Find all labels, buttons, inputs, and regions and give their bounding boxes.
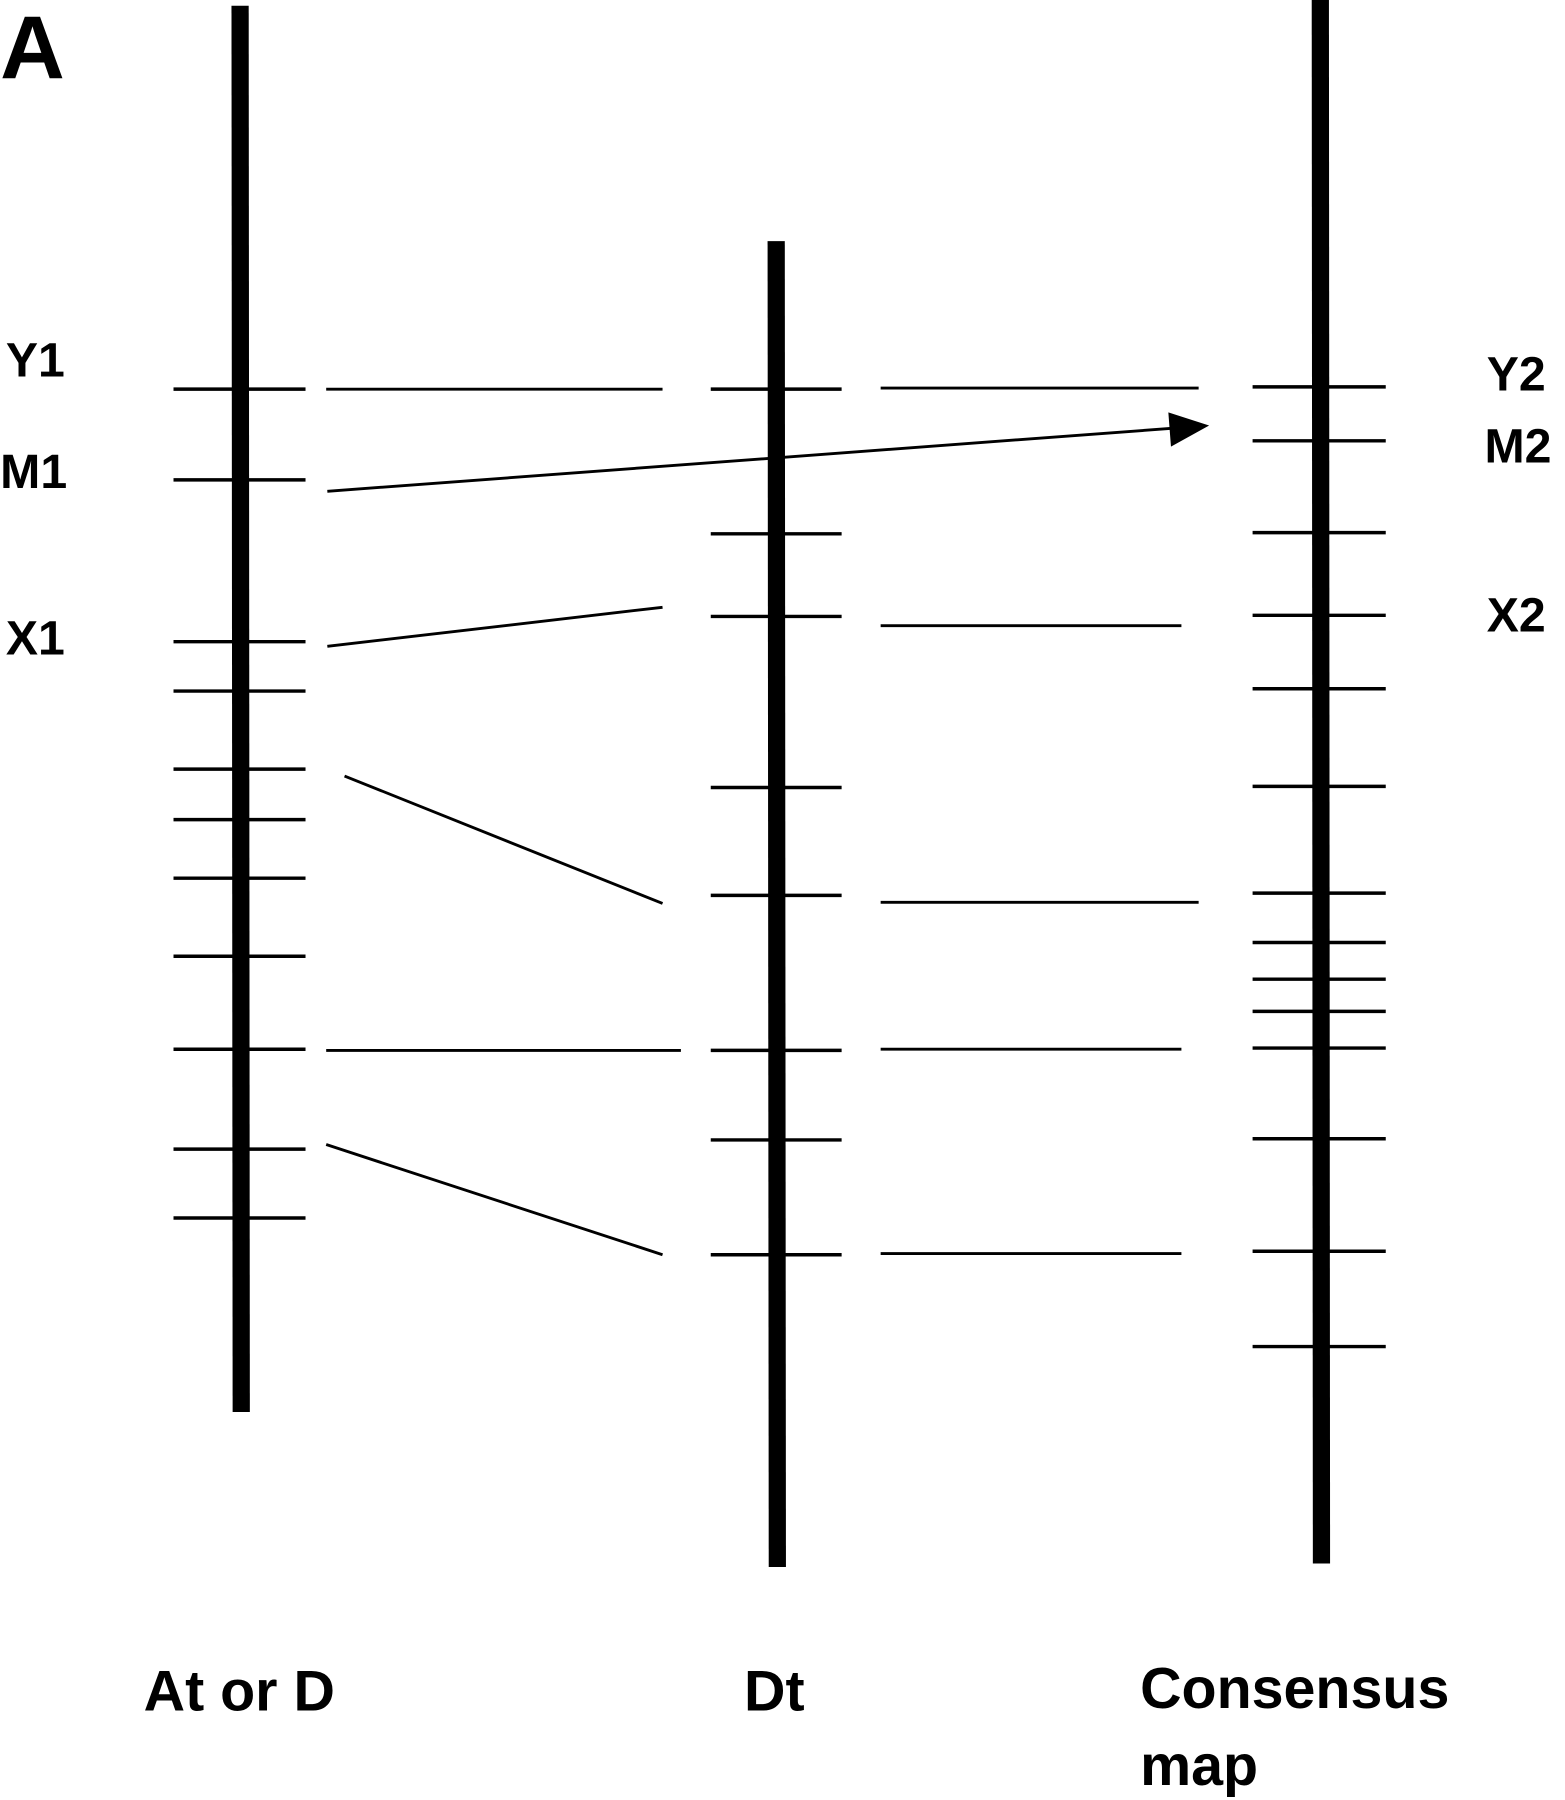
map-label-at-or-d: At or D [144,1659,335,1723]
chromosome-at-or-d [231,5,250,1412]
marker-label-m2: M2 [1484,420,1551,474]
marker-label-y1: Y1 [6,334,65,388]
connector-line [344,774,664,905]
panel-label: A [0,0,65,97]
arrow-line [327,426,1174,493]
map-label-consensus-line2: map [1140,1734,1258,1798]
map-label-consensus: Consensus [1140,1657,1449,1721]
connector-line [327,605,663,648]
marker-label-x2: X2 [1487,588,1546,642]
connector-line [325,1143,663,1257]
chromosome-dt [767,241,786,1567]
connector-lines [325,386,1210,1257]
left-marker-labels: Y1 M1 X1 [0,334,67,666]
chromosome-consensus [1311,0,1331,1564]
marker-label-y2: Y2 [1487,347,1546,401]
chromosomes [231,0,1331,1567]
marker-label-x1: X1 [6,611,65,665]
marker-ticks [173,385,1386,1349]
right-marker-labels: Y2 M2 X2 [1484,347,1551,642]
arrowhead-icon [1168,412,1210,447]
map-label-dt: Dt [744,1659,805,1723]
marker-label-m1: M1 [0,445,67,499]
map-labels: At or D Dt Consensus map [144,1657,1450,1798]
